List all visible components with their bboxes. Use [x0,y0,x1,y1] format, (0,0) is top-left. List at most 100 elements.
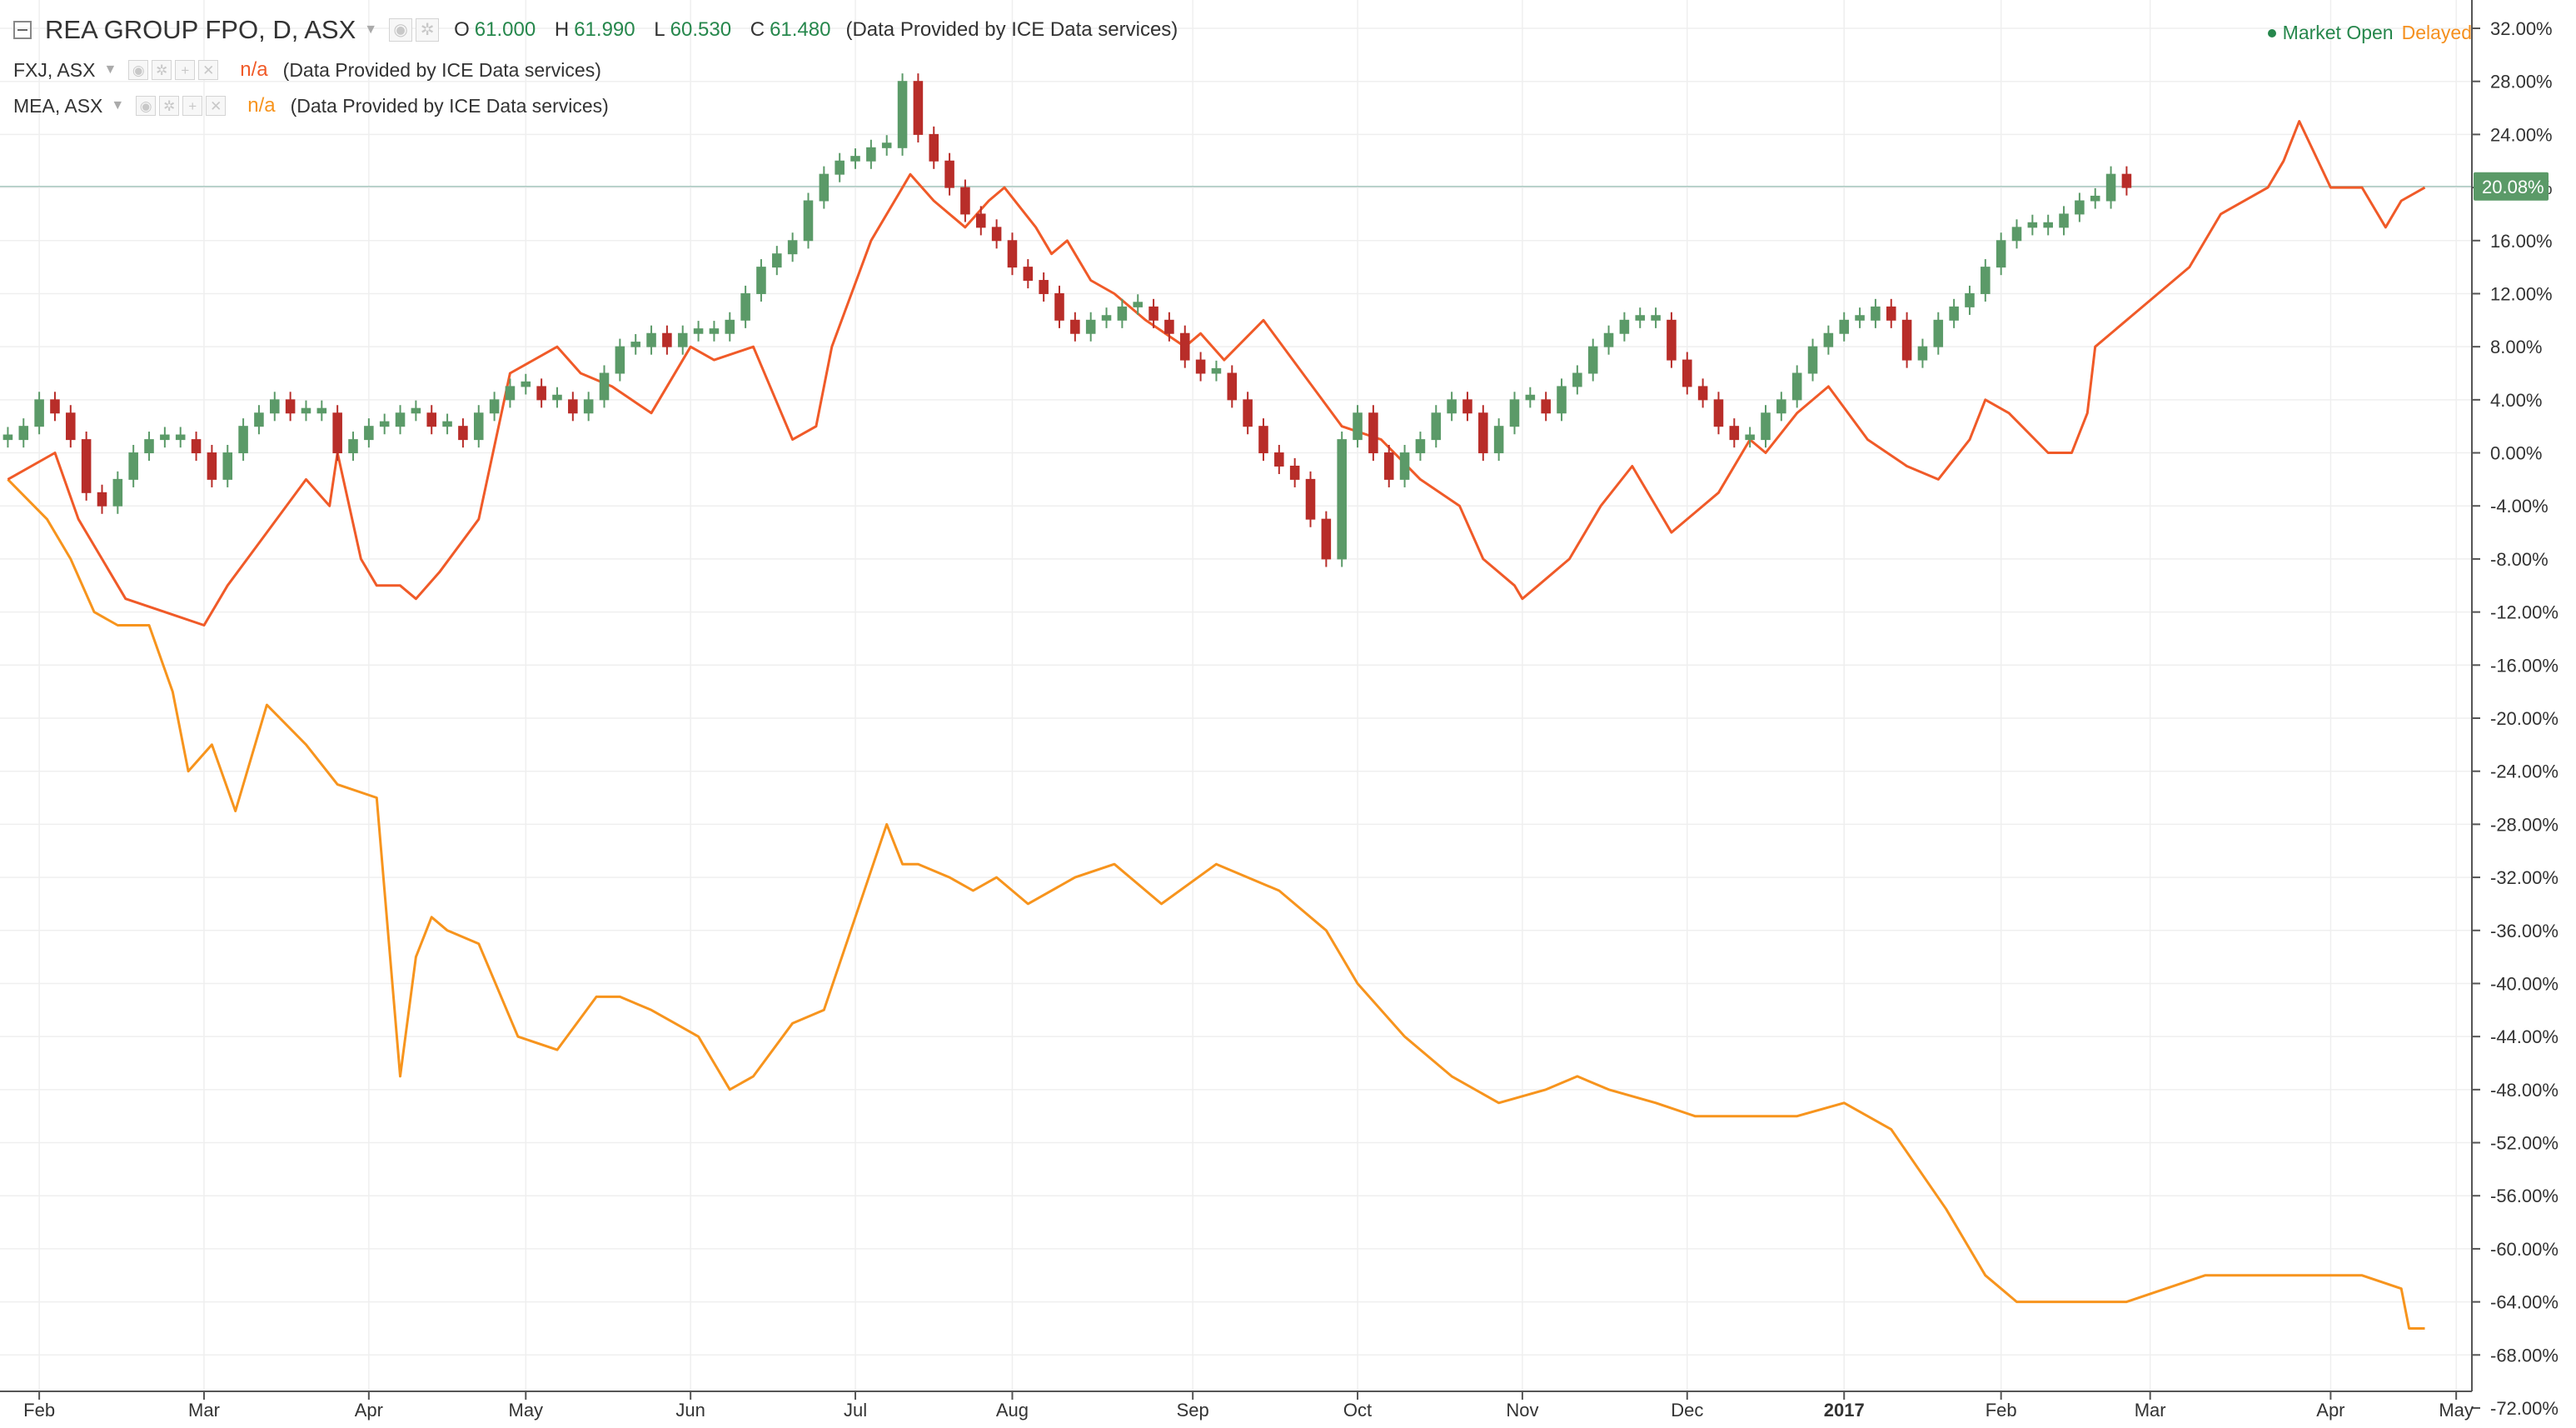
chevron-down-icon[interactable]: ▼ [111,98,125,112]
candle-body [1886,306,1896,321]
eye-icon[interactable]: ◉ [389,18,413,42]
candle-body [1509,399,1520,427]
candle-body [505,386,516,401]
market-open-label: Market Open [2282,22,2394,43]
time-tick-label: Aug [996,1400,1029,1421]
candle-body [2075,200,2085,215]
candle-body [866,147,876,162]
candle-body [1148,306,1158,321]
price-axis[interactable]: 32.00%28.00%24.00%20.00%16.00%12.00%8.00… [2472,18,2559,1419]
gear-icon[interactable]: ✲ [416,18,440,42]
candle-body [160,434,170,441]
price-tick-label: -24.00% [2490,761,2559,782]
candle-body [1839,319,1849,334]
plus-icon[interactable]: + [182,96,203,116]
candle-body [34,399,44,427]
candle-body [395,412,406,427]
candle-body [1525,394,1536,401]
price-tick-label: -72.00% [2490,1398,2559,1419]
candle-body [944,160,954,188]
candle-body [1447,399,1457,414]
candle-body [1085,319,1096,334]
mea-provider-text: (Data Provided by ICE Data services) [290,94,609,117]
candle-body [787,240,798,255]
price-tick-label: -44.00% [2490,1026,2559,1047]
time-tick-label: Feb [23,1400,55,1421]
main-symbol-title[interactable]: REA GROUP FPO, D, ASX [45,15,356,44]
low-value: 60.530 [670,18,732,41]
candle-body [677,332,688,347]
time-axis[interactable]: Feb Mar Apr May Jun Jul Aug Sep Oct Nov Dec 2017 Feb… [23,1391,2474,1421]
candle-body [1431,412,1442,441]
candle-body [1697,386,1708,401]
candle-body [1289,465,1300,480]
candle-body [316,407,327,414]
time-axis-background [0,1391,2472,1428]
candle-body [1981,267,1991,294]
candle-body [615,346,625,374]
fxj-symbol[interactable]: FXJ, ASX [13,58,96,81]
eye-icon[interactable]: ◉ [136,96,157,116]
candle-body [81,439,92,493]
rea-candles [2,73,2132,567]
candle-body [583,399,594,414]
mea-value: n/a [247,94,276,117]
plus-icon[interactable]: + [175,60,196,80]
candle-body [1493,426,1504,454]
price-tick-label: 12.00% [2490,283,2553,304]
candle-body [1745,434,1755,441]
candle-body [835,160,845,175]
time-tick-label: Sep [1177,1400,1209,1421]
collapse-legend-button[interactable] [13,21,32,39]
candle-body [1305,478,1316,520]
candle-body [379,421,390,427]
candle-body [207,452,217,480]
candle-body [536,386,546,401]
candle-body [2105,173,2116,202]
candle-body [772,253,782,268]
gear-icon[interactable]: ✲ [159,96,180,116]
candle-body [803,200,814,242]
open-label: O [454,18,470,41]
close-icon[interactable]: ✕ [198,60,219,80]
price-tick-label: 16.00% [2490,231,2553,252]
candle-body [1039,280,1049,294]
time-tick-label: Mar [188,1400,220,1421]
candle-body [238,426,248,454]
low-label: L [654,18,665,41]
time-tick-label: Nov [1506,1400,1538,1421]
candle-body [50,399,60,414]
gear-icon[interactable]: ✲ [152,60,172,80]
candle-body [1179,332,1190,361]
chevron-down-icon[interactable]: ▼ [103,62,117,77]
candle-body [1917,346,1928,361]
mea-symbol[interactable]: MEA, ASX [13,94,103,117]
candle-body [1791,372,1802,401]
candle-body [2121,173,2132,188]
candle-body [473,412,484,441]
candle-body [1164,319,1174,334]
candle-body [66,412,76,441]
candle-body [18,426,29,441]
candle-body [1415,439,1426,454]
close-icon[interactable]: ✕ [206,96,227,116]
eye-icon[interactable]: ◉ [128,60,149,80]
chevron-down-icon[interactable]: ▼ [364,22,378,37]
candle-body [725,319,735,334]
time-tick-label: May [509,1400,544,1421]
price-tick-label: 24.00% [2490,124,2553,145]
last-value-badge-box [2474,172,2549,201]
candle-body [1776,399,1786,414]
price-tick-label: -36.00% [2490,921,2559,941]
candle-body [1274,452,1284,467]
candle-body [1729,426,1740,441]
candle-body [1572,372,1582,387]
price-tick-label: -20.00% [2490,708,2559,729]
candle-body [1587,346,1598,374]
fxj-legend: FXJ, ASX ▼ ◉ ✲ + ✕ n/a (Data Provided by… [13,58,601,82]
candle-body [458,426,468,441]
candle-body [348,439,358,454]
price-tick-label: -40.00% [2490,973,2559,994]
time-tick-label: Apr [355,1400,383,1421]
